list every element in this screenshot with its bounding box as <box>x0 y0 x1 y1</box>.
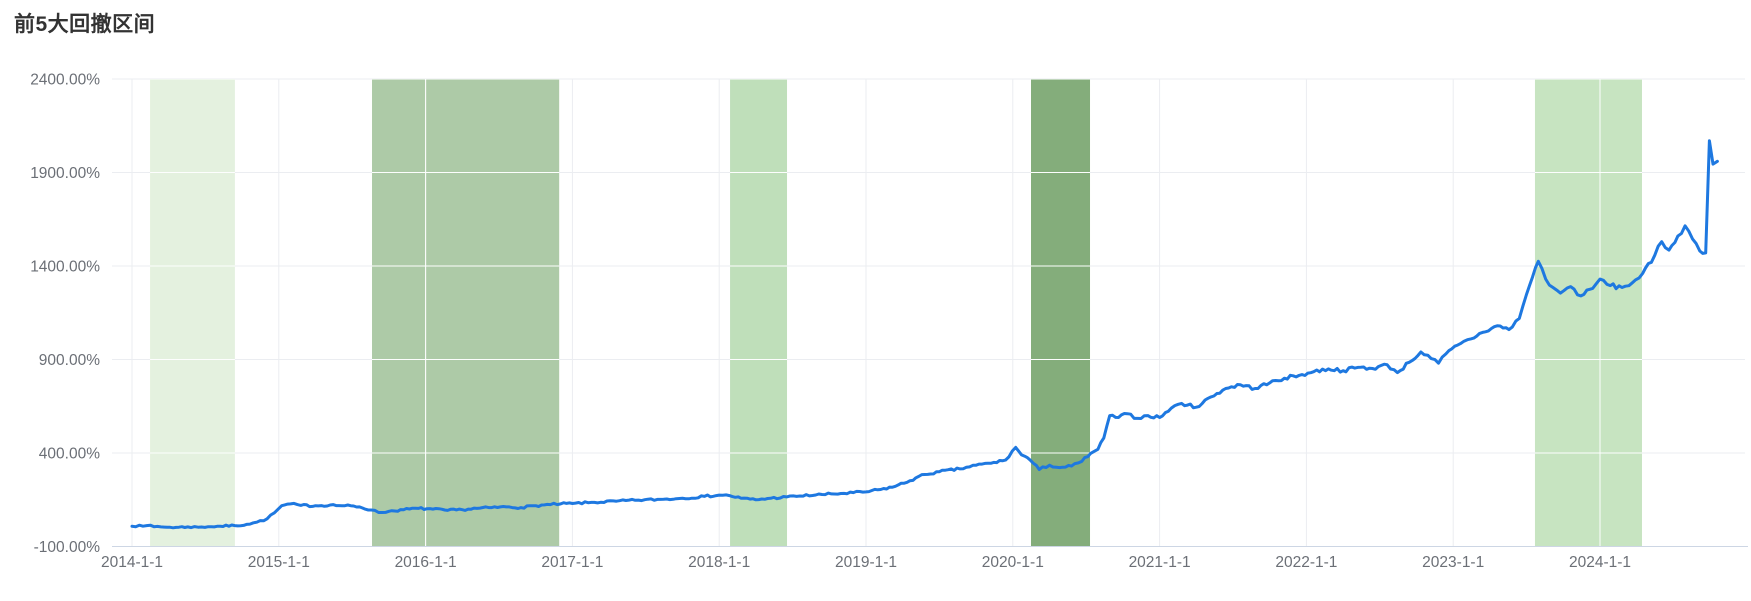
x-axis-label: 2023-1-1 <box>1422 554 1484 571</box>
drawdown-band-2 <box>372 79 560 547</box>
x-axis-label: 2016-1-1 <box>395 554 457 571</box>
x-axis-label: 2020-1-1 <box>982 554 1044 571</box>
cumulative-return-line <box>130 139 1719 530</box>
x-axis-label: 2021-1-1 <box>1129 554 1191 571</box>
x-axis-label: 2022-1-1 <box>1275 554 1337 571</box>
x-axis-label: 2015-1-1 <box>248 554 310 571</box>
drawdown-band-5 <box>1534 79 1642 547</box>
drawdown-band-3 <box>730 79 788 547</box>
chart-title: 前5大回撤区间 <box>14 13 156 36</box>
x-axis-label: 2024-1-1 <box>1569 554 1631 571</box>
drawdown-band-1 <box>150 79 235 547</box>
x-axis-label: 2014-1-1 <box>101 554 163 571</box>
y-axis-label: 400.00% <box>39 446 100 463</box>
x-axis-label: 2017-1-1 <box>541 554 603 571</box>
y-axis-label: 2400.00% <box>30 72 100 89</box>
x-axis-label: 2018-1-1 <box>688 554 750 571</box>
gridlines <box>112 78 1745 547</box>
x-axis-label: 2019-1-1 <box>835 554 897 571</box>
y-axis-label: 1900.00% <box>30 165 100 182</box>
drawdown-band-4 <box>1031 79 1091 547</box>
gridlines-over-bands <box>150 79 1642 547</box>
y-axis-label: -100.00% <box>34 539 101 556</box>
y-axis-label: 900.00% <box>39 352 100 369</box>
y-axis-label: 1400.00% <box>30 259 100 276</box>
